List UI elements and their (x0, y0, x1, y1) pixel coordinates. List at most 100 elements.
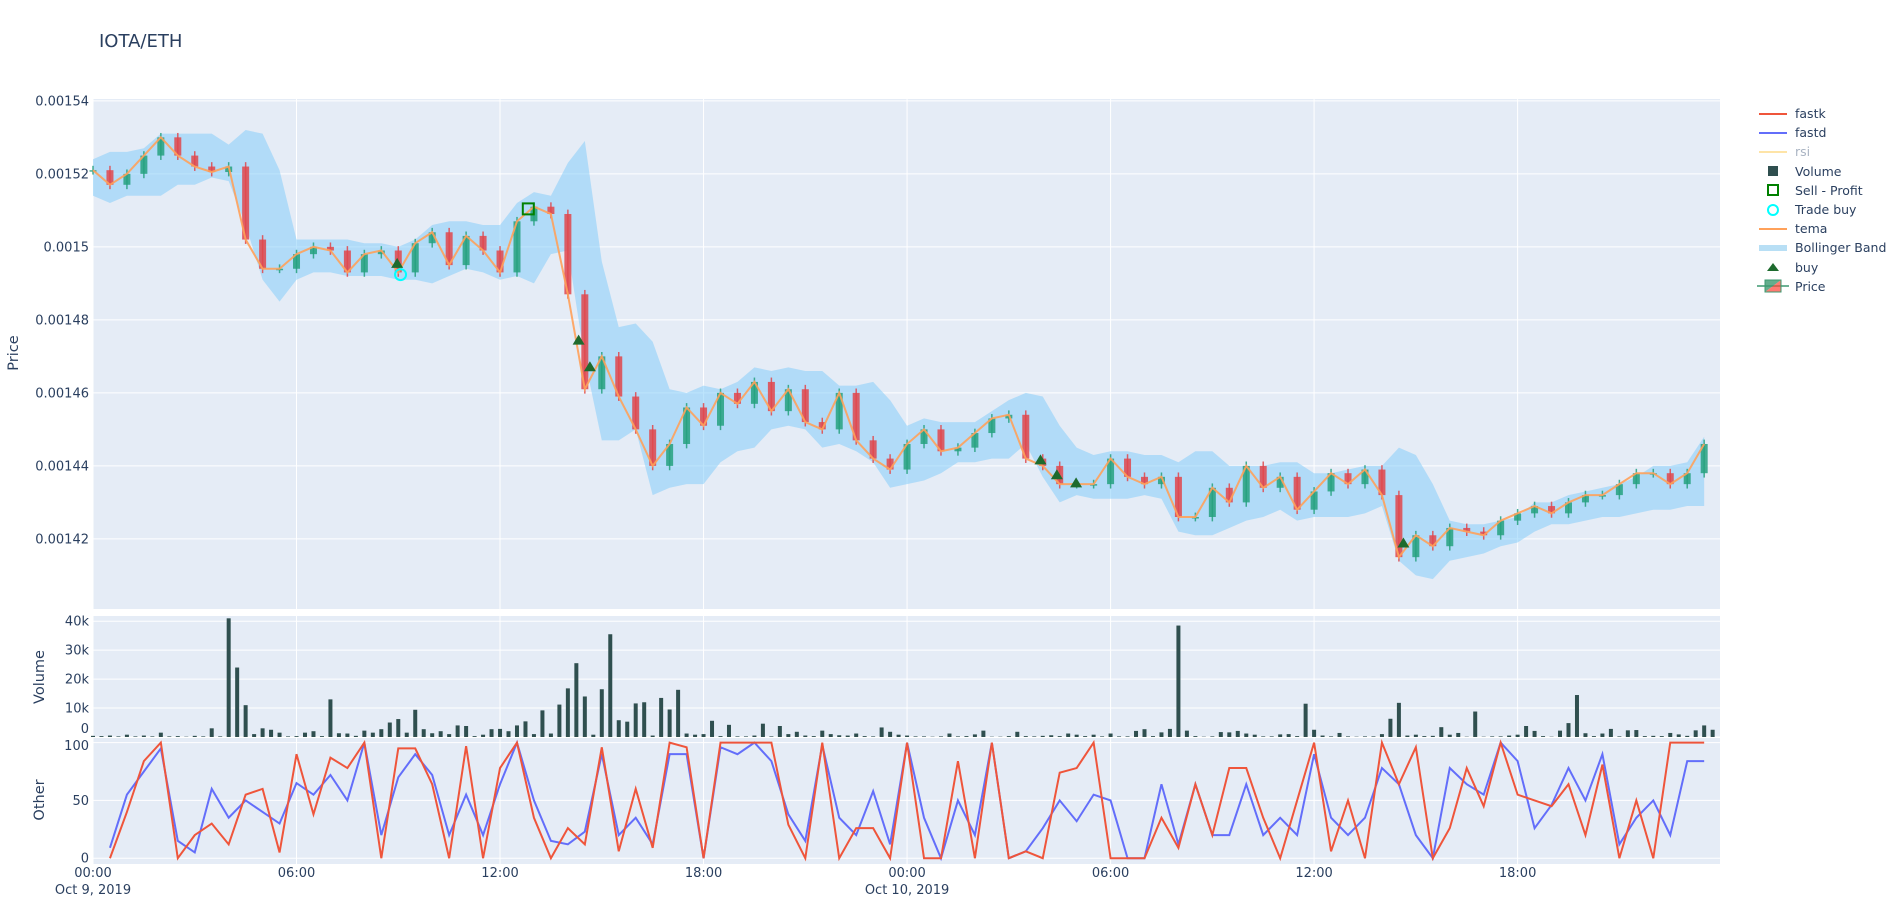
volume-bar (319, 736, 324, 737)
volume-bar (1439, 727, 1444, 737)
bollinger-band-area (93, 130, 1705, 580)
volume-bar (667, 709, 672, 737)
x-tick-label: 18:00 (685, 866, 722, 881)
candle-body (954, 447, 962, 452)
volume-bar (1083, 736, 1088, 737)
volume-bar (1117, 736, 1122, 737)
legend-symbol-icon (1767, 203, 1779, 216)
volume-axis-title: Volume (32, 650, 48, 704)
volume-bar (1193, 736, 1198, 737)
volume-bar (837, 735, 842, 737)
volume-bar (192, 735, 197, 737)
volume-bar (1337, 732, 1342, 737)
volume-bar (506, 731, 511, 737)
volume-bar (1422, 736, 1427, 737)
legend-symbol-icon (1759, 227, 1787, 230)
candle-body (1141, 476, 1149, 485)
volume-bar (1074, 734, 1079, 737)
volume-bar (1142, 729, 1147, 737)
volume-bar (1676, 734, 1681, 737)
volume-bar (1583, 733, 1588, 737)
candle-body (1344, 473, 1352, 485)
candle-body (1632, 473, 1640, 485)
volume-bar (201, 736, 206, 737)
price-y-tick-label: 0.00144 (35, 459, 89, 474)
volume-bar (701, 734, 706, 737)
price-y-tick-label: 0.00152 (35, 167, 89, 182)
candle-body (513, 221, 521, 273)
volume-bar (1261, 736, 1266, 737)
volume-bar (1167, 728, 1172, 737)
volume-bar (659, 697, 664, 737)
candle-body (971, 433, 979, 448)
legend-item-tema[interactable]: tema (1755, 219, 1886, 238)
candle-body (1242, 465, 1250, 503)
volume-bar (1176, 625, 1181, 737)
candle-body (683, 407, 691, 444)
candle-body (360, 254, 368, 273)
candle-body (343, 250, 351, 273)
legend-item-bollinger-band[interactable]: Bollinger Band (1755, 238, 1886, 257)
volume-bar (820, 730, 825, 737)
legend-symbol-icon (1767, 263, 1779, 272)
volume-bar (871, 736, 876, 737)
volume-bar (1150, 736, 1155, 737)
legend-item-fastk[interactable]: fastk (1755, 104, 1886, 123)
volume-bar (1574, 695, 1579, 737)
volume-bar (625, 721, 630, 737)
volume-bar (862, 736, 867, 737)
volume-bar (209, 728, 214, 737)
candle-body (1276, 476, 1284, 488)
legend-item-trade-buy[interactable]: Trade buy (1755, 200, 1886, 219)
legend-item-price[interactable]: Price (1755, 277, 1886, 296)
legend-symbol-icon (1767, 184, 1779, 197)
candle-body (259, 239, 267, 269)
volume-bar (913, 736, 918, 737)
legend-item-sell-profit[interactable]: Sell - Profit (1755, 181, 1886, 200)
volume-bar (150, 736, 155, 737)
candle-body (1514, 513, 1522, 521)
candle-body (1480, 531, 1488, 536)
price-y-tick-label: 0.00146 (35, 386, 89, 401)
x-tick-label: 00:00 (888, 866, 925, 881)
volume-bar (777, 726, 782, 737)
volume-bar (370, 732, 375, 737)
legend-item-volume[interactable]: Volume (1755, 162, 1886, 181)
volume-bar (226, 618, 231, 737)
candle-body (937, 429, 945, 452)
volume-y-tick-label: 40k (65, 615, 90, 630)
legend-symbol-icon (1759, 112, 1787, 115)
candle-body (1497, 520, 1505, 536)
volume-bar (235, 667, 240, 737)
volume-bar (1286, 734, 1291, 737)
volume-bar (922, 736, 927, 737)
volume-bar (896, 734, 901, 737)
price-y-tick-label: 0.00142 (35, 532, 89, 547)
volume-bar (243, 705, 248, 737)
tema-line (92, 135, 1706, 560)
legend-item-rsi[interactable]: rsi (1755, 142, 1886, 161)
legend-item-fastd[interactable]: fastd (1755, 123, 1886, 142)
volume-bar (769, 736, 774, 737)
other-y-tick-label: 50 (72, 794, 89, 809)
bollinger-band (93, 130, 1705, 580)
volume-bar (1329, 736, 1334, 737)
volume-bar (294, 736, 299, 737)
volume-bar (1693, 730, 1698, 737)
volume-bar (1702, 725, 1707, 737)
candle-body (920, 429, 928, 444)
volume-bar (1490, 736, 1495, 737)
volume-bar (1651, 735, 1656, 737)
volume-bar (650, 735, 655, 737)
legend-label: Volume (1795, 163, 1842, 179)
legend-label: tema (1795, 221, 1828, 237)
volume-bar (455, 725, 460, 737)
price-axis-title: Price (6, 335, 22, 370)
volume-bar (794, 731, 799, 737)
legend-item-buy[interactable]: buy (1755, 258, 1886, 277)
volume-bar (345, 733, 350, 737)
volume-bar (464, 726, 469, 737)
volume-bar (1295, 736, 1300, 737)
legend-symbol-icon (1759, 150, 1787, 153)
volume-bar (302, 732, 307, 737)
